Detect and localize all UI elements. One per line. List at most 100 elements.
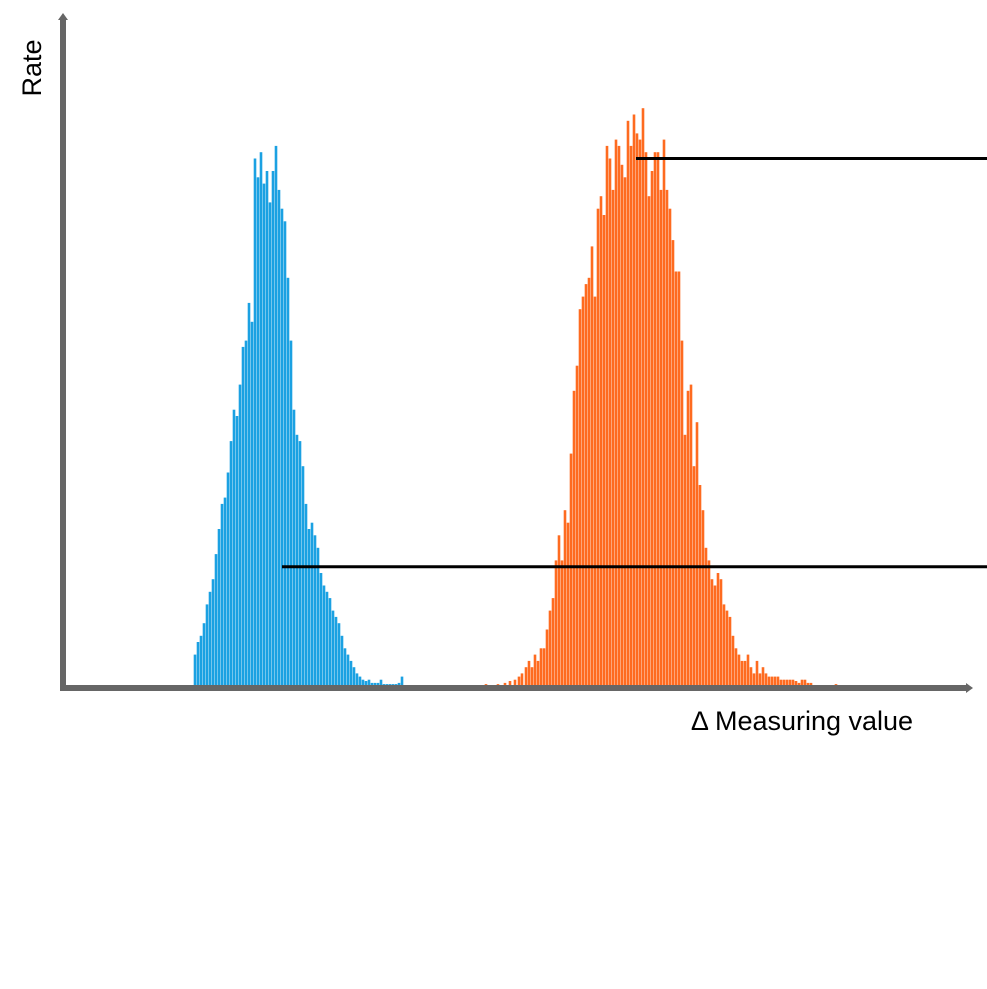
histogram-bar [716,573,720,686]
histogram-bar [746,654,750,686]
histogram-bar [728,616,732,686]
histogram-bar [704,547,708,686]
histogram-bar [259,152,263,686]
histogram-bar [590,246,594,686]
histogram-bar [566,522,570,686]
histogram-bar [605,145,609,686]
histogram-bar [659,189,663,686]
histogram-bar [226,472,230,686]
histogram-bar [794,681,798,686]
histogram-bar [283,221,287,687]
histogram-bar [809,682,813,686]
histogram-bar [358,676,362,686]
histogram-bar [656,152,660,686]
histogram-bar [205,604,209,686]
histogram-bar [331,610,335,686]
histogram-bar [307,529,311,686]
histogram-bar [617,145,621,686]
histogram-bar [274,145,278,686]
histogram-bar [346,654,350,686]
histogram-bar [644,152,648,686]
histogram-bar [689,384,693,686]
histogram-bar [517,676,521,686]
histogram-bar [527,660,531,686]
histogram-bar [214,554,218,686]
histogram-bar [247,302,251,686]
histogram-bar [638,139,642,687]
histogram-bar [692,466,696,686]
histogram-bar [355,673,359,686]
histogram-bar [626,120,630,687]
histogram-bar [289,340,293,686]
histogram-bar [232,409,236,686]
histogram-bar [268,202,272,686]
histogram-bar [731,635,735,686]
histogram-bar [286,277,290,686]
histogram-bar [722,604,726,686]
histogram-bar [548,610,552,686]
histogram-bar [295,434,299,686]
histogram-bar [536,660,540,686]
histogram-bar [761,667,765,686]
histogram-bar [211,579,215,686]
histogram-bar [587,277,591,686]
histogram-bar [743,660,747,686]
histogram-bar [584,284,588,686]
histogram-bar [674,271,678,686]
histogram-bar [316,547,320,686]
histogram-bar [635,133,639,686]
histogram-bar [256,177,260,687]
histogram-bar [235,416,239,686]
histogram-bar [241,346,245,686]
y-axis-label: Rate [17,39,47,96]
histogram-bar [575,365,579,686]
histogram-bar [202,623,206,686]
histogram-bar [647,196,651,686]
histogram-bar [524,667,528,686]
histogram-bar [250,321,254,686]
histogram-bar [770,676,774,686]
histogram-bar [662,139,666,687]
histogram-bar [301,466,305,686]
histogram-bar [758,673,762,686]
histogram-bar [217,529,221,686]
histogram-bar [695,422,699,686]
histogram-bar [596,208,600,686]
histogram-bar [199,635,203,686]
histogram-bar [725,610,729,686]
histogram-bar [280,208,284,686]
histogram-bar [806,682,810,686]
histogram-bar [367,679,371,686]
histogram-bar [764,673,768,686]
histogram-bar [223,497,227,686]
histogram-bar [599,196,603,686]
annotation-layer [282,157,987,569]
histogram-bar [773,676,777,686]
histogram-bar [551,598,555,686]
histogram-bar [581,296,585,686]
histogram-bar [785,679,789,686]
histogram-bar [800,679,804,686]
histogram-bar [683,434,687,686]
histogram-bar [554,560,558,686]
histogram-bar [698,485,702,686]
histogram-bar [304,503,308,686]
histogram-bar [569,453,573,686]
histogram-bar [530,667,534,686]
histogram-bar [788,679,792,686]
histogram-bar [734,648,738,686]
histogram-bar [701,510,705,686]
histogram-bar [686,390,690,686]
histogram-bar [620,164,624,687]
histogram-bar [740,660,744,686]
histogram-bar [608,158,612,686]
histogram-bar [319,573,323,686]
histogram-bar [271,171,275,686]
histogram-bar [310,522,314,686]
histogram-bar [767,676,771,686]
histogram-bar [611,189,615,686]
histogram-bar [629,145,633,686]
histogram-bar [325,591,329,686]
histogram-bar [364,681,368,686]
histogram-bar [563,510,567,686]
